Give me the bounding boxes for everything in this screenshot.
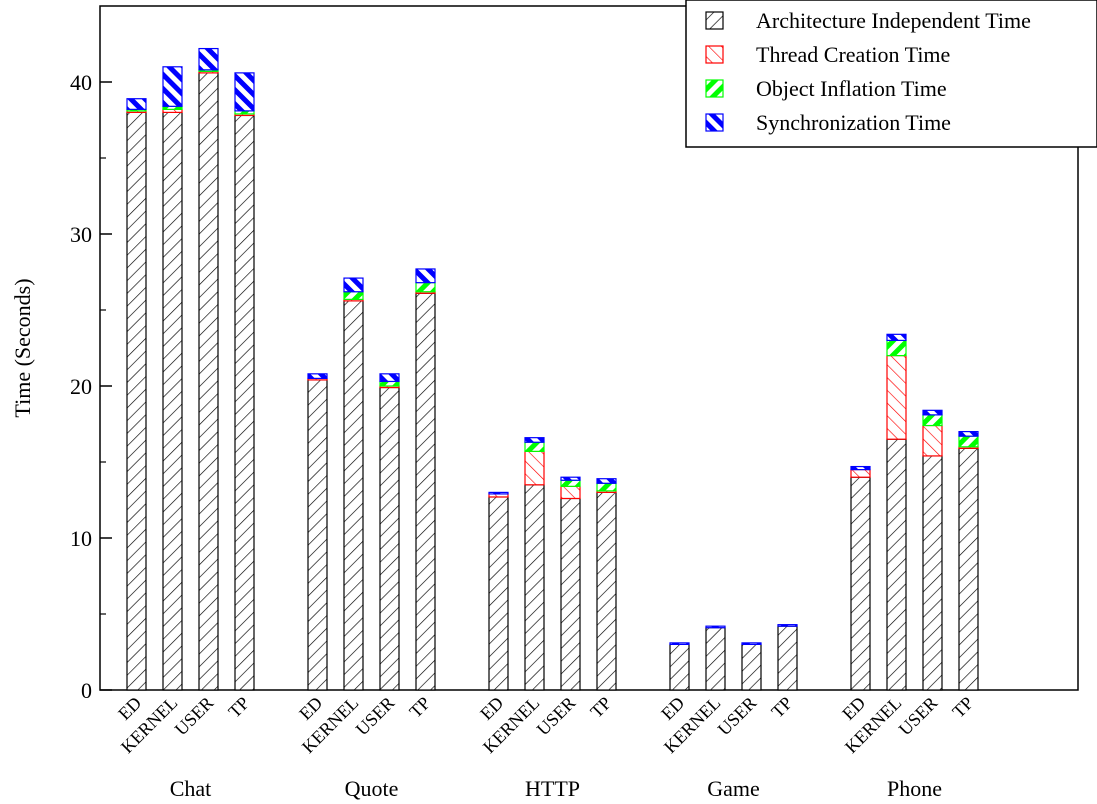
group-label: Quote [345,776,399,801]
y-axis-label: Time (Seconds) [10,278,35,417]
bar-segment-synchronization-time [850,465,871,471]
bar-segment-thread-creation-time [850,469,871,478]
bar-segment-synchronization-time [777,624,798,627]
plot-frame [99,5,1079,691]
bar-segment-object-inflation-time [560,479,581,487]
bar-segment-object-inflation-time [415,282,436,293]
legend-label: Thread Creation Time [756,42,950,67]
bar-segment-object-inflation-time [886,339,907,357]
bar-segment-synchronization-time [343,277,364,293]
category-label: USER [352,693,399,740]
bar-segment-architecture-independent-time [777,625,798,691]
y-tick-label: 20 [70,374,92,399]
legend-label: Object Inflation Time [756,76,947,101]
y-tick-label: 10 [70,526,92,551]
bar-segment-synchronization-time [958,431,979,437]
bar-segment-synchronization-time [488,491,509,495]
bar-segment-synchronization-time [307,373,328,379]
bar-segment-architecture-independent-time [958,447,979,691]
bar-segment-thread-creation-time [886,355,907,440]
bar-segment-synchronization-time [198,47,219,71]
bar-segment-architecture-independent-time [162,111,183,691]
y-axis: 0 10 20 30 40 [70,70,112,703]
bar-segment-architecture-independent-time [126,111,147,691]
category-label: USER [714,693,761,740]
legend-swatch [705,79,724,98]
group-label: Chat [170,776,212,801]
group-label: HTTP [525,776,580,801]
bar-segment-object-inflation-time [958,435,979,448]
bar-segment-object-inflation-time [343,291,364,300]
bar-segment-object-inflation-time [524,441,545,452]
bar-segment-architecture-independent-time [560,497,581,691]
category-label: USER [533,693,580,740]
bar-segment-thread-creation-time [524,450,545,486]
bar-segment-object-inflation-time [922,414,943,427]
category-label: TP [586,693,615,722]
bar-segment-synchronization-time [596,478,617,484]
legend-label: Architecture Independent Time [756,8,1031,33]
bar-segment-synchronization-time [560,476,581,481]
legend-label: Synchronization Time [756,110,951,135]
bar-segment-architecture-independent-time [488,496,509,691]
bar-segment-thread-creation-time [560,485,581,500]
bar-segment-architecture-independent-time [669,643,690,691]
bar-segment-synchronization-time [379,373,400,383]
bar-segment-synchronization-time [126,98,147,110]
bar-segment-synchronization-time [741,642,762,646]
bar-segment-architecture-independent-time [741,643,762,691]
y-tick-label: 0 [81,678,92,703]
bar-segment-architecture-independent-time [234,114,255,691]
group-label: Phone [887,776,942,801]
bar-segment-synchronization-time [669,642,690,646]
category-label: TP [405,693,434,722]
bar-segment-architecture-independent-time [524,484,545,691]
bar-segment-architecture-independent-time [850,476,871,691]
category-label: TP [224,693,253,722]
legend-swatch [705,113,724,132]
category-label: TP [767,693,796,722]
bar-segment-synchronization-time [524,437,545,443]
bar-segment-synchronization-time [162,66,183,107]
bar-segment-synchronization-time [886,333,907,342]
category-label: TP [948,693,977,722]
legend-box [685,0,1097,148]
bar-segment-synchronization-time [922,409,943,416]
bar-segment-architecture-independent-time [307,379,328,691]
group-label: Game [707,776,760,801]
bar-segment-architecture-independent-time [343,300,364,691]
y-tick-label: 30 [70,222,92,247]
bar-segment-object-inflation-time [596,482,617,492]
bar-segment-architecture-independent-time [886,438,907,691]
legend-swatch [705,45,724,64]
bar-segment-synchronization-time [234,72,255,112]
bar-segment-architecture-independent-time [922,455,943,691]
category-label: USER [171,693,218,740]
bars-layer [126,47,979,691]
legend: Architecture Independent Time Thread Crea… [685,0,1097,148]
bar-segment-architecture-independent-time [415,292,436,691]
bar-segment-architecture-independent-time [705,627,726,691]
bar-segment-synchronization-time [705,625,726,629]
bar-segment-architecture-independent-time [379,386,400,691]
legend-swatch [705,11,724,30]
y-tick-label: 40 [70,70,92,95]
bar-segment-architecture-independent-time [596,491,617,691]
bar-segment-thread-creation-time [922,424,943,457]
bar-segment-synchronization-time [415,268,436,284]
bar-segment-architecture-independent-time [198,72,219,691]
bar-segment-object-inflation-time [379,380,400,387]
category-label: USER [895,693,942,740]
